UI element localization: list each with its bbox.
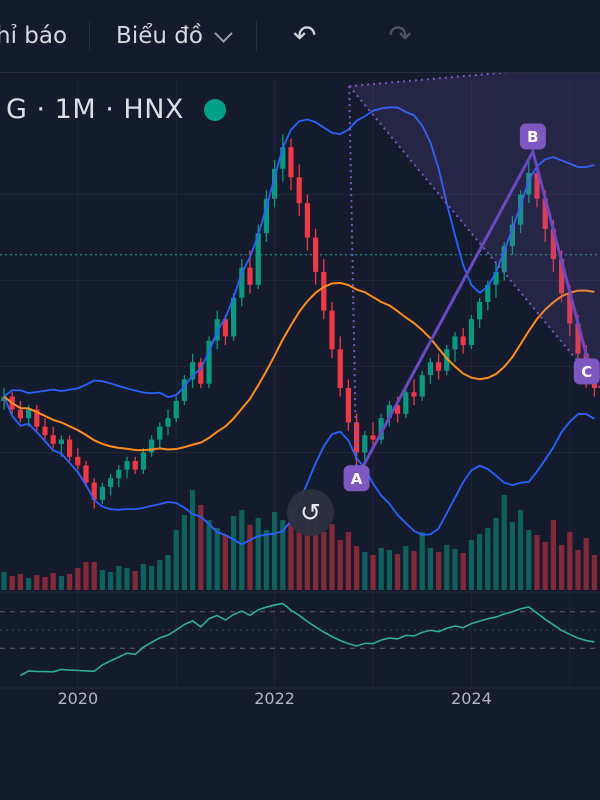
time-axis-label[interactable]: 2020	[57, 689, 98, 708]
toolbar-divider	[89, 21, 91, 51]
triangle-pattern-fill[interactable]	[349, 64, 600, 389]
drawing-point-a[interactable]: A	[343, 465, 370, 492]
rsi-line	[20, 602, 595, 677]
drawing-point-b[interactable]: B	[519, 123, 546, 150]
drawing-point-label: B	[527, 128, 538, 146]
refresh-icon: ↺	[300, 498, 321, 527]
top-toolbar: hỉ báo Biểu đồ ↶ ↷	[0, 0, 600, 73]
time-axis-label[interactable]: 2022	[254, 689, 295, 708]
symbol-legend[interactable]: G · 1M · HNX	[6, 94, 226, 125]
abc-trend-line[interactable]	[355, 147, 595, 480]
drawing-point-label: C	[581, 363, 592, 381]
drawing-point-c[interactable]: C	[573, 358, 600, 385]
moving-average-line	[3, 281, 595, 452]
bollinger-upper-line	[3, 106, 595, 398]
volume-layer	[1, 490, 597, 590]
drawing-point-label: A	[351, 470, 363, 488]
bottom-area	[0, 714, 600, 800]
toolbar-divider	[255, 21, 257, 51]
chevron-down-icon	[214, 23, 233, 43]
market-status-dot[interactable]	[203, 98, 226, 121]
time-axis-label[interactable]: 2024	[451, 689, 492, 708]
symbol-text: G · 1M · HNX	[6, 94, 184, 125]
refresh-button[interactable]: ↺	[287, 489, 334, 536]
chart-type-button[interactable]: Biểu đồ	[90, 23, 256, 49]
indicators-button[interactable]: hỉ báo	[0, 23, 68, 49]
redo-button[interactable]: ↷	[352, 22, 447, 50]
chart-type-label: Biểu đồ	[116, 23, 203, 49]
undo-button[interactable]: ↶	[257, 22, 352, 50]
redo-icon: ↷	[388, 19, 412, 52]
undo-icon: ↶	[292, 19, 317, 52]
